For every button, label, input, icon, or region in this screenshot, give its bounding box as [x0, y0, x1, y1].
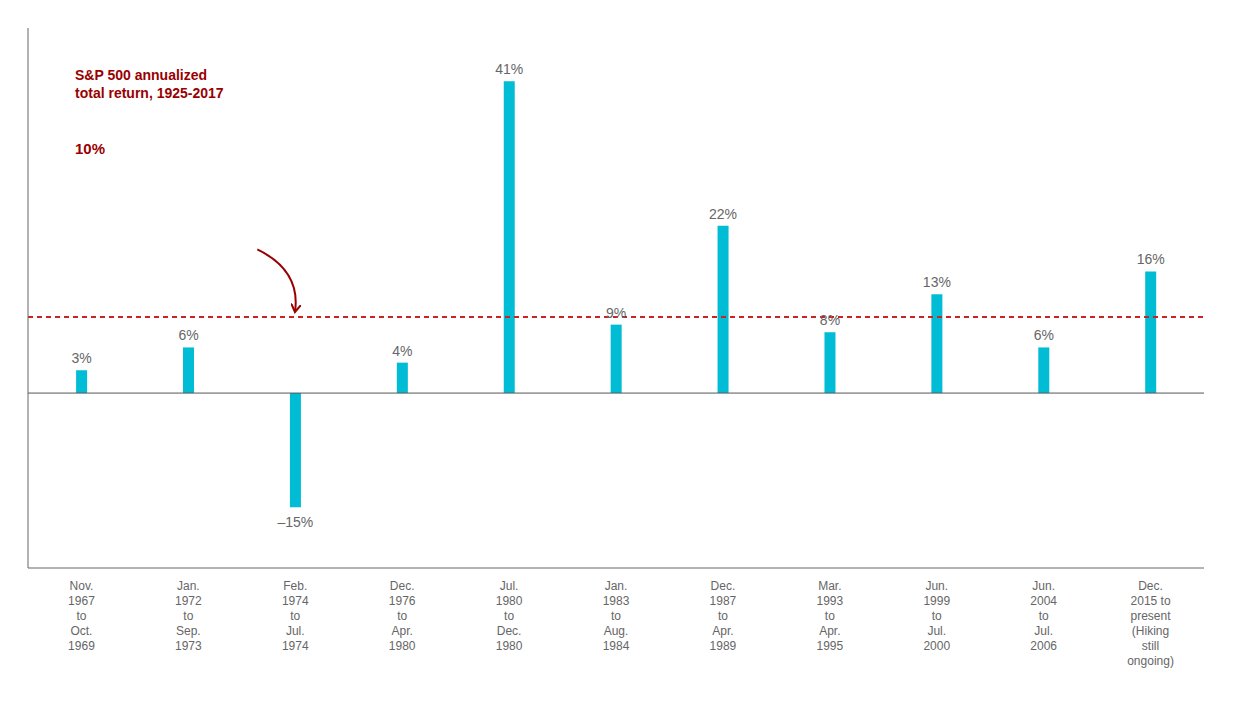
- svg-text:9%: 9%: [606, 305, 626, 321]
- svg-text:Jun.1999toJul.2000: Jun.1999toJul.2000: [923, 579, 950, 653]
- svg-text:Jun.2004toJul.2006: Jun.2004toJul.2006: [1030, 579, 1057, 653]
- svg-text:6%: 6%: [1034, 327, 1054, 343]
- svg-text:22%: 22%: [709, 206, 737, 222]
- svg-text:Mar.1993toApr.1995: Mar.1993toApr.1995: [816, 579, 843, 653]
- svg-text:Dec.1976toApr.1980: Dec.1976toApr.1980: [389, 579, 416, 653]
- svg-text:Feb.1974toJul.1974: Feb.1974toJul.1974: [282, 579, 309, 653]
- svg-text:8%: 8%: [820, 312, 840, 328]
- svg-text:13%: 13%: [923, 274, 951, 290]
- svg-text:Jan.1972toSep.1973: Jan.1972toSep.1973: [175, 579, 202, 653]
- svg-text:Jan.1983toAug.1984: Jan.1983toAug.1984: [603, 579, 630, 653]
- svg-text:Dec.2015 topresent(Hikingstill: Dec.2015 topresent(Hikingstillongoing): [1127, 579, 1174, 668]
- svg-text:Jul.1980toDec.1980: Jul.1980toDec.1980: [496, 579, 523, 653]
- svg-text:–15%: –15%: [278, 514, 314, 530]
- svg-text:6%: 6%: [178, 327, 198, 343]
- svg-text:S&P 500 annualizedtotal return: S&P 500 annualizedtotal return, 1925-201…: [75, 67, 224, 101]
- svg-text:Nov.1967toOct.1969: Nov.1967toOct.1969: [68, 579, 95, 653]
- svg-text:16%: 16%: [1137, 251, 1165, 267]
- svg-text:10%: 10%: [75, 140, 105, 157]
- svg-text:Dec.1987toApr.1989: Dec.1987toApr.1989: [710, 579, 737, 653]
- svg-text:3%: 3%: [71, 350, 91, 366]
- svg-text:4%: 4%: [392, 343, 412, 359]
- svg-text:41%: 41%: [495, 61, 523, 77]
